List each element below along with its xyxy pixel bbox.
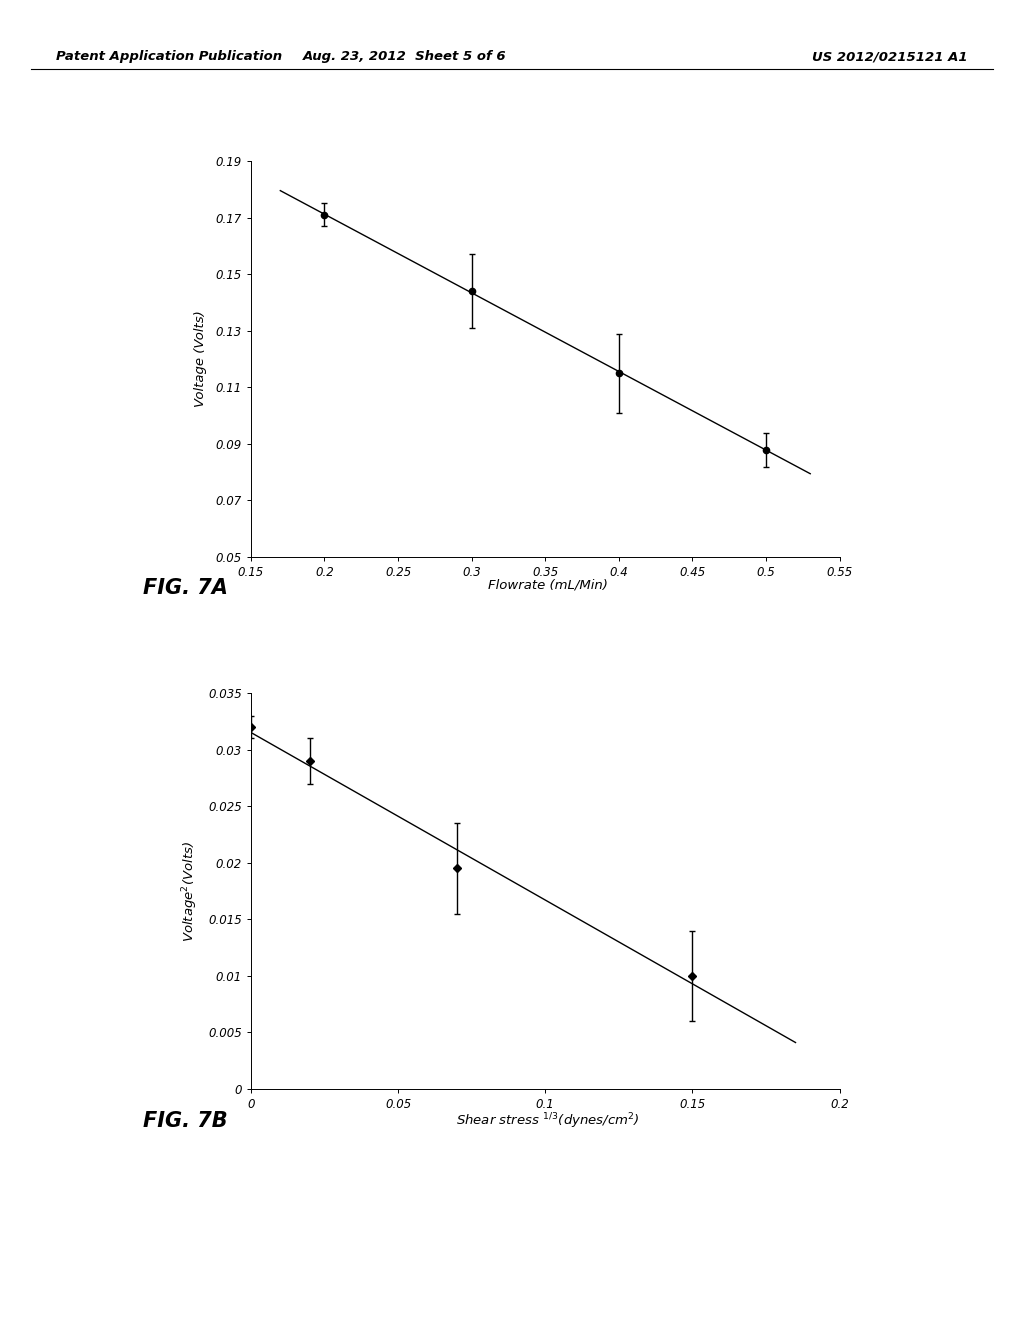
Y-axis label: Voltage$^{2}$(Volts): Voltage$^{2}$(Volts): [180, 841, 200, 941]
Text: FIG. 7B: FIG. 7B: [143, 1111, 228, 1131]
Text: Shear stress $^{1/3}$(dynes/cm$^{2}$): Shear stress $^{1/3}$(dynes/cm$^{2}$): [456, 1111, 640, 1131]
Text: Aug. 23, 2012  Sheet 5 of 6: Aug. 23, 2012 Sheet 5 of 6: [303, 50, 506, 63]
Text: Flowrate (mL/Min): Flowrate (mL/Min): [487, 578, 608, 591]
Text: FIG. 7A: FIG. 7A: [143, 578, 228, 598]
Text: US 2012/0215121 A1: US 2012/0215121 A1: [812, 50, 968, 63]
Y-axis label: Voltage (Volts): Voltage (Volts): [195, 310, 207, 408]
Text: Patent Application Publication: Patent Application Publication: [56, 50, 283, 63]
